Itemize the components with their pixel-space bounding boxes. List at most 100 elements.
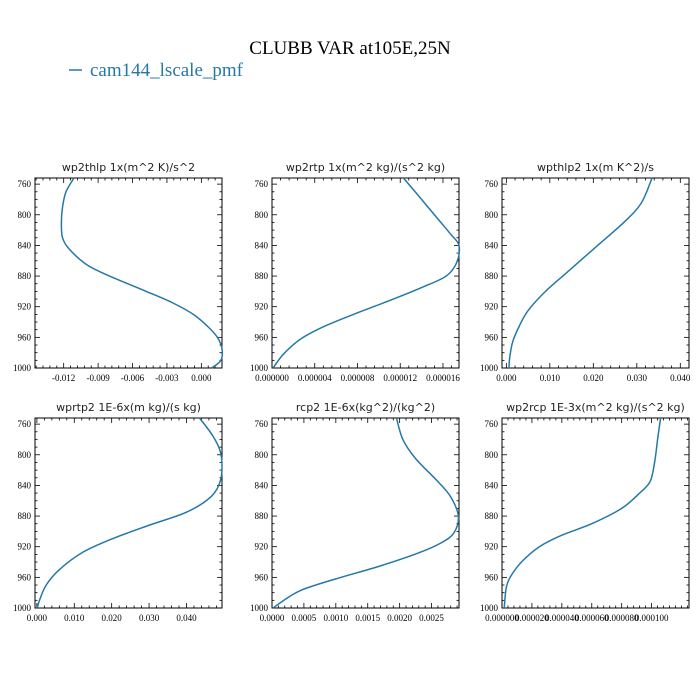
x-tick-label: 0.010	[64, 613, 85, 623]
y-tick-label: 760	[18, 179, 32, 189]
panel-title: rcp2 1E-6x(kg^2)/(kg^2)	[296, 401, 435, 414]
x-tick-label: 0.030	[139, 613, 160, 623]
y-tick-label: 880	[255, 511, 269, 521]
y-tick-label: 840	[485, 240, 499, 250]
main-title: CLUBB VAR at105E,25N	[249, 38, 451, 59]
series-line	[508, 177, 653, 369]
y-tick-label: 960	[255, 572, 269, 582]
panel-2: wp2rtp 1x(m^2 kg)/(s^2 kg) 760 800 840 880 92…	[250, 161, 460, 383]
series-line	[36, 417, 223, 609]
panel-3: wpthlp2 1x(m K^2)/s 760 800 840 880 920 960 100…	[480, 161, 691, 383]
x-tick-label: 0.010	[540, 373, 561, 383]
x-tick-label: 0.0010	[323, 613, 348, 623]
y-tick-label: 840	[18, 240, 32, 250]
y-tick-label: 1000	[13, 363, 32, 373]
x-tick-label: 0.020	[102, 613, 123, 623]
y-tick-label: 760	[485, 179, 499, 189]
x-tick-label: -0.012	[52, 373, 75, 383]
panel-title: wp2rtp 1x(m^2 kg)/(s^2 kg)	[286, 161, 445, 174]
y-tick-label: 880	[485, 271, 499, 281]
x-tick-label: 0.000000	[255, 373, 289, 383]
y-tick-label: 1000	[13, 603, 32, 613]
x-tick-label: 0.000016	[426, 373, 460, 383]
x-tick-label: 0.0005	[292, 613, 317, 623]
x-tick-label: 0.000060	[575, 613, 609, 623]
x-tick-label: 0.000012	[383, 373, 417, 383]
y-tick-label: 840	[255, 480, 269, 490]
y-tick-label: 880	[485, 511, 499, 521]
panel-6: wp2rcp 1E-3x(m^2 kg)/(s^2 kg) 760 800 840 88…	[480, 401, 690, 623]
series-line	[503, 417, 662, 609]
x-tick-label: 0.0000	[260, 613, 285, 623]
y-tick-label: 880	[18, 271, 32, 281]
x-tick-label: 0.020	[583, 373, 604, 383]
y-tick-label: 840	[18, 480, 32, 490]
x-tick-label: 0.040	[670, 373, 691, 383]
y-tick-label: 800	[18, 210, 32, 220]
y-tick-label: 760	[485, 419, 499, 429]
panel-title: wpthlp2 1x(m K^2)/s	[537, 161, 654, 174]
y-tick-label: 800	[255, 210, 269, 220]
y-tick-label: 1000	[250, 363, 269, 373]
y-tick-label: 960	[485, 332, 499, 342]
x-tick-label: 0.000080	[605, 613, 639, 623]
panel-4: wprtp2 1E-6x(m kg)/(s kg) 760 800 840 880 920…	[13, 401, 223, 623]
y-tick-label: 840	[485, 480, 499, 490]
x-tick-label: 0.000100	[635, 613, 669, 623]
y-tick-label: 920	[18, 302, 32, 312]
x-tick-label: 0.000	[27, 613, 48, 623]
plot-frame	[501, 417, 690, 609]
y-tick-label: 920	[255, 302, 269, 312]
y-tick-label: 760	[255, 179, 269, 189]
plot-frame	[271, 177, 460, 369]
x-tick-label: 0.0020	[387, 613, 412, 623]
x-tick-label: 0.000	[191, 373, 212, 383]
panel-title: wprtp2 1E-6x(m kg)/(s kg)	[56, 401, 201, 414]
y-tick-label: 920	[485, 302, 499, 312]
y-tick-label: 920	[485, 542, 499, 552]
panel-5: rcp2 1E-6x(kg^2)/(kg^2) 760 800 840 880 920 96…	[250, 401, 460, 623]
x-tick-label: 0.000008	[341, 373, 375, 383]
plot-frame	[34, 177, 223, 369]
x-tick-label: 0.0015	[355, 613, 380, 623]
plot-frame	[34, 417, 223, 609]
x-tick-label: 0.000	[496, 373, 517, 383]
x-tick-label: -0.003	[155, 373, 179, 383]
x-tick-label: 0.030	[627, 373, 648, 383]
y-tick-label: 960	[255, 332, 269, 342]
x-tick-label: 0.000000	[485, 613, 519, 623]
panels-group: wp2thlp 1x(m^2 K)/s^2 760 800 840 880 920 960 1…	[13, 161, 691, 623]
series-line	[272, 177, 461, 369]
x-tick-label: 0.040	[176, 613, 197, 623]
y-tick-label: 1000	[250, 603, 269, 613]
y-tick-label: 760	[255, 419, 269, 429]
series-line	[272, 417, 460, 609]
x-tick-label: 0.0025	[419, 613, 444, 623]
plot-frame	[501, 177, 690, 369]
y-tick-label: 920	[255, 542, 269, 552]
panel-title: wp2rcp 1E-3x(m^2 kg)/(s^2 kg)	[506, 401, 685, 414]
y-tick-label: 880	[255, 271, 269, 281]
y-tick-label: 960	[18, 572, 32, 582]
plot-frame	[271, 417, 460, 609]
y-tick-label: 920	[18, 542, 32, 552]
x-tick-label: -0.006	[121, 373, 145, 383]
x-tick-label: -0.009	[86, 373, 110, 383]
y-tick-label: 800	[18, 450, 32, 460]
y-tick-label: 880	[18, 511, 32, 521]
series-line	[60, 177, 224, 369]
x-tick-label: 0.000004	[298, 373, 332, 383]
y-tick-label: 960	[485, 572, 499, 582]
y-tick-label: 960	[18, 332, 32, 342]
y-tick-label: 800	[485, 210, 499, 220]
y-tick-label: 760	[18, 419, 32, 429]
panel-title: wp2thlp 1x(m^2 K)/s^2	[62, 161, 195, 174]
y-tick-label: 840	[255, 240, 269, 250]
y-tick-label: 800	[255, 450, 269, 460]
y-tick-label: 1000	[480, 603, 499, 613]
y-tick-label: 800	[485, 450, 499, 460]
panel-1: wp2thlp 1x(m^2 K)/s^2 760 800 840 880 920 960 1…	[13, 161, 224, 383]
y-tick-label: 1000	[480, 363, 499, 373]
legend-label: cam144_lscale_pmf	[90, 60, 244, 81]
x-tick-label: 0.000040	[545, 613, 579, 623]
